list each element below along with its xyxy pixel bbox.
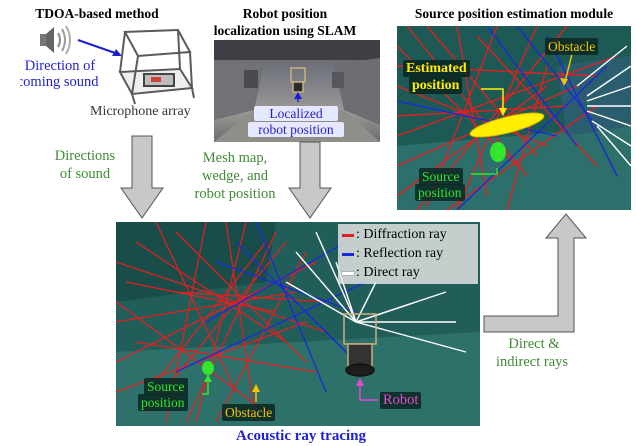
direction-incoming-line2: incoming sound xyxy=(20,74,99,90)
estimated-position-marker xyxy=(469,112,545,138)
mesh-label-line2: wedge, and xyxy=(201,168,269,184)
ray-tracing-panel: : Diffraction ray : Reflection ray : Dir… xyxy=(116,222,480,426)
legend-item-direct: : Direct ray xyxy=(340,264,478,282)
source-panel-direct-rays xyxy=(576,45,631,167)
directions-label-line1: Directions xyxy=(54,148,116,164)
legend-item-diffraction: : Diffraction ray xyxy=(340,226,478,244)
slam-robot-icon xyxy=(290,67,306,93)
ray-panel-source-label-line2: position xyxy=(138,394,188,411)
legend-label-reflection: : Reflection ray xyxy=(356,246,444,261)
microphone-array xyxy=(118,28,195,105)
mesh-label-line3: robot position xyxy=(194,186,276,202)
legend-item-reflection: : Reflection ray xyxy=(340,245,478,263)
ray-panel-direct-rays xyxy=(285,231,467,353)
sound-direction-arrow xyxy=(77,39,122,56)
mesh-label-line1: Mesh map, xyxy=(202,150,268,166)
source-panel-obstacle-label: Obstacle xyxy=(545,38,599,55)
legend-swatch-reflection xyxy=(342,253,354,256)
source-position-marker xyxy=(490,142,506,162)
direction-incoming-line1: Direction of xyxy=(24,58,96,74)
slam-heading-line1: Robot position xyxy=(242,6,328,21)
legend-label-diffraction: : Diffraction ray xyxy=(356,227,447,242)
legend-swatch-direct xyxy=(342,272,354,275)
legend-swatch-diffraction xyxy=(342,234,354,237)
ray-panel-obstacle-label: Obstacle xyxy=(222,404,276,421)
ray-tracing-heading: Acoustic ray tracing xyxy=(236,428,366,444)
speaker-icon xyxy=(40,25,71,55)
source-position-panel: Obstacle Estimated position Source posit… xyxy=(397,26,631,210)
source-panel-reflection-rays xyxy=(397,26,618,210)
localized-robot-label-line2: robot position xyxy=(248,122,344,137)
rays-label-line1: Direct & xyxy=(508,336,560,352)
tdoa-heading: TDOA-based method xyxy=(35,6,159,21)
tdoa-panel: Direction of incoming sound Microphone a… xyxy=(20,22,210,130)
slam-down-arrow xyxy=(288,141,332,219)
legend-label-direct: : Direct ray xyxy=(356,265,420,280)
slam-heading-line2: localization using SLAM xyxy=(213,23,357,38)
source-panel-source-label-line2: position xyxy=(415,184,465,201)
rays-elbow-arrow xyxy=(483,213,588,333)
localized-robot-label-line1: Localized xyxy=(254,106,338,121)
ray-panel-source-label-line1: Source xyxy=(144,378,188,395)
directions-label-line2: of sound xyxy=(59,166,111,182)
ray-panel-robot-icon xyxy=(343,313,377,377)
microphone-array-label: Microphone array xyxy=(90,104,191,119)
ray-panel-robot-label: Robot xyxy=(380,392,422,409)
source-module-heading: Source position estimation module xyxy=(414,6,614,21)
estimated-position-label-line2: position xyxy=(409,77,463,94)
rays-label-line2: indirect rays xyxy=(495,354,569,370)
ray-legend: : Diffraction ray : Reflection ray : Dir… xyxy=(338,224,478,284)
ray-panel-diffraction-rays xyxy=(116,222,327,423)
estimated-position-label-line1: Estimated xyxy=(403,60,470,77)
slam-panel: Localized robot position xyxy=(214,40,380,142)
source-panel-source-label-line1: Source xyxy=(419,168,463,185)
ray-panel-source-marker xyxy=(202,361,214,375)
